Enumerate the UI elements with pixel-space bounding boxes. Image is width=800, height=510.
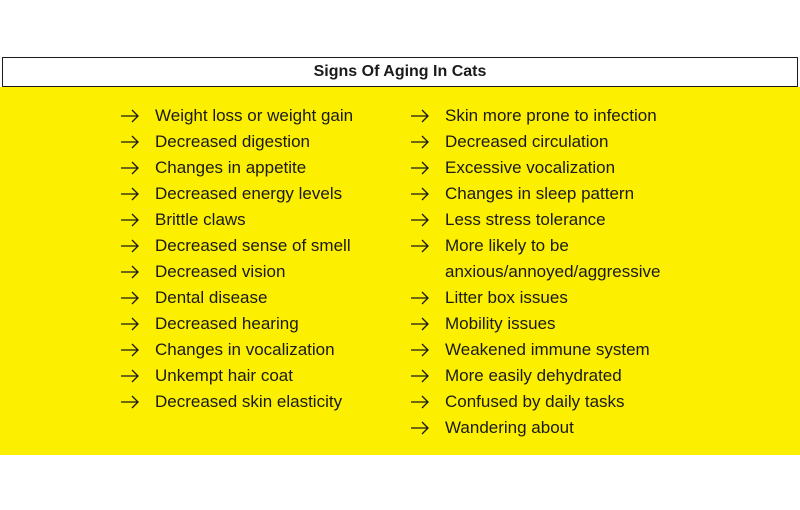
item-text: Confused by daily tasks xyxy=(445,392,625,411)
arrow-icon xyxy=(121,291,139,305)
item-text: Decreased hearing xyxy=(155,314,299,333)
arrow-icon xyxy=(121,395,139,409)
arrow-icon xyxy=(411,291,429,305)
list-item: Confused by daily tasks xyxy=(408,389,710,415)
list-item: Skin more prone to infection xyxy=(408,103,710,129)
list-item: Changes in appetite xyxy=(118,155,420,181)
arrow-icon xyxy=(411,395,429,409)
list-item: Decreased sense of smell xyxy=(118,233,420,259)
list-item: More easily dehydrated xyxy=(408,363,710,389)
list-item: More likely to be anxious/annoyed/aggres… xyxy=(408,233,710,285)
arrow-icon xyxy=(411,109,429,123)
arrow-icon xyxy=(411,239,429,253)
item-text: Decreased skin elasticity xyxy=(155,392,343,411)
title: Signs Of Aging In Cats xyxy=(2,57,798,87)
list-item: Decreased vision xyxy=(118,259,420,285)
item-text: Unkempt hair coat xyxy=(155,366,293,385)
item-text: Excessive vocalization xyxy=(445,158,616,177)
item-text: Litter box issues xyxy=(445,288,568,307)
item-text: Decreased digestion xyxy=(155,132,310,151)
item-text: Brittle claws xyxy=(155,210,246,229)
arrow-icon xyxy=(121,213,139,227)
list-item: Weight loss or weight gain xyxy=(118,103,420,129)
arrow-icon xyxy=(121,343,139,357)
item-text: Decreased energy levels xyxy=(155,184,343,203)
arrow-icon xyxy=(121,187,139,201)
arrow-icon xyxy=(411,369,429,383)
arrow-icon xyxy=(121,161,139,175)
list-item: Litter box issues xyxy=(408,285,710,311)
arrow-icon xyxy=(121,239,139,253)
left-list: Weight loss or weight gain Decreased dige… xyxy=(118,103,420,415)
item-text: Dental disease xyxy=(155,288,268,307)
list-item: Decreased circulation xyxy=(408,129,710,155)
arrow-icon xyxy=(121,369,139,383)
item-text: Weight loss or weight gain xyxy=(155,106,354,125)
list-item: Weakened immune system xyxy=(408,337,710,363)
item-text: Changes in vocalization xyxy=(155,340,335,359)
arrow-icon xyxy=(411,421,429,435)
item-text: Changes in sleep pattern xyxy=(445,184,635,203)
list-item: Unkempt hair coat xyxy=(118,363,420,389)
item-text: Wandering about xyxy=(445,418,574,437)
item-text: More easily dehydrated xyxy=(445,366,622,385)
arrow-icon xyxy=(121,135,139,149)
list-item: Less stress tolerance xyxy=(408,207,710,233)
list-item: Decreased energy levels xyxy=(118,181,420,207)
item-text: More likely to be anxious/annoyed/aggres… xyxy=(445,236,661,281)
arrow-icon xyxy=(411,135,429,149)
item-text: Decreased vision xyxy=(155,262,286,281)
arrow-icon xyxy=(411,343,429,357)
arrow-icon xyxy=(121,109,139,123)
item-text: Weakened immune system xyxy=(445,340,650,359)
arrow-icon xyxy=(411,317,429,331)
item-text: Decreased sense of smell xyxy=(155,236,351,255)
arrow-icon xyxy=(411,213,429,227)
right-list: Skin more prone to infection Decreased ci… xyxy=(408,103,710,441)
item-text: Decreased circulation xyxy=(445,132,609,151)
list-item: Wandering about xyxy=(408,415,710,441)
list-item: Decreased hearing xyxy=(118,311,420,337)
item-text: Less stress tolerance xyxy=(445,210,606,229)
item-text: Changes in appetite xyxy=(155,158,307,177)
arrow-icon xyxy=(411,161,429,175)
list-item: Brittle claws xyxy=(118,207,420,233)
list-item: Mobility issues xyxy=(408,311,710,337)
panel: Weight loss or weight gain Decreased dige… xyxy=(0,87,800,455)
list-item: Decreased digestion xyxy=(118,129,420,155)
arrow-icon xyxy=(121,265,139,279)
list-item: Excessive vocalization xyxy=(408,155,710,181)
item-text: Skin more prone to infection xyxy=(445,106,657,125)
arrow-icon xyxy=(121,317,139,331)
item-text: Mobility issues xyxy=(445,314,556,333)
arrow-icon xyxy=(411,187,429,201)
list-item: Changes in vocalization xyxy=(118,337,420,363)
list-item: Changes in sleep pattern xyxy=(408,181,710,207)
list-item: Decreased skin elasticity xyxy=(118,389,420,415)
list-item: Dental disease xyxy=(118,285,420,311)
